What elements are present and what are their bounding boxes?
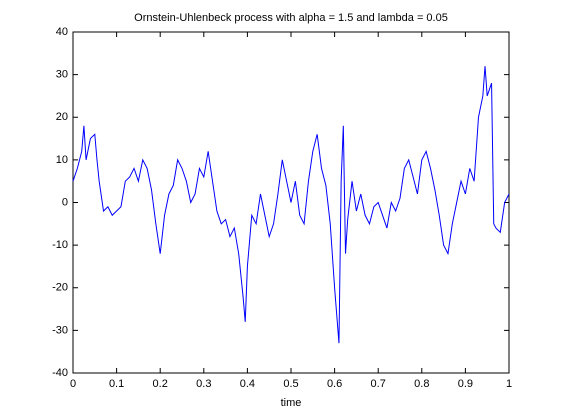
x-tick-label: 0.6 — [327, 378, 342, 390]
y-tick-label: 10 — [56, 154, 68, 166]
x-tick-label: 0.9 — [458, 378, 473, 390]
y-tick-label: -40 — [52, 367, 68, 379]
x-tick-label: 0.2 — [153, 378, 168, 390]
y-tick-label: 0 — [62, 196, 68, 208]
y-tick-label: -10 — [52, 239, 68, 251]
line-series — [72, 66, 510, 344]
x-axis-label: time — [281, 397, 302, 409]
x-tick-label: 0.3 — [196, 378, 211, 390]
x-tick-label: 0.8 — [414, 378, 429, 390]
y-tick-label: 30 — [56, 69, 68, 81]
x-tick-label: 0.5 — [283, 378, 298, 390]
y-tick-label: 20 — [56, 111, 68, 123]
x-tick-label: 0.4 — [240, 378, 255, 390]
x-tick-label: 0.1 — [109, 378, 124, 390]
x-tick-label: 1 — [506, 378, 512, 390]
x-tick-label: 0.7 — [371, 378, 386, 390]
y-tick-label: 40 — [56, 26, 68, 38]
y-tick-label: -20 — [52, 282, 68, 294]
chart-title: Ornstein-Uhlenbeck process with alpha = … — [134, 12, 448, 24]
y-tick-label: -30 — [52, 324, 68, 336]
x-tick-label: 0 — [70, 378, 76, 390]
